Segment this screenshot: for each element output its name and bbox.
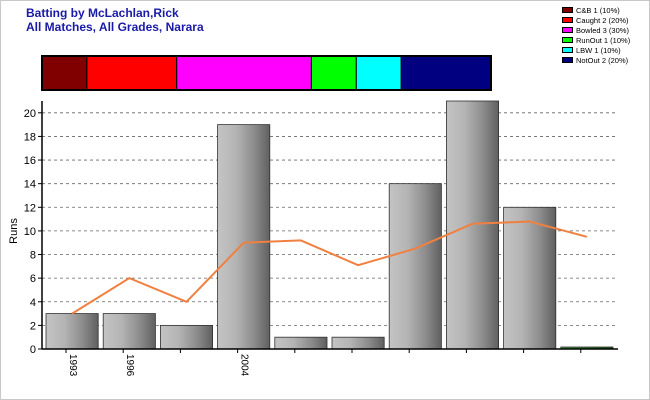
y-tick-label: 14 [24, 179, 36, 191]
legend-item-runout: RunOut 1 (10%) [562, 35, 630, 45]
legend-swatch-cb [562, 7, 573, 13]
y-tick-label: 18 [24, 131, 36, 143]
legend-label-caught: Caught 2 (20%) [576, 15, 629, 25]
axes [41, 101, 618, 350]
chart-subtitle: All Matches, All Grades, Narara [26, 20, 204, 34]
dismissal-strip [41, 55, 492, 91]
bar-5 [274, 336, 328, 350]
legend-label-runout: RunOut 1 (10%) [576, 35, 631, 45]
y-tick-label: 16 [24, 155, 36, 167]
legend-item-lbw: LBW 1 (10%) [562, 45, 630, 55]
legend-label-cb: C&B 1 (10%) [576, 5, 620, 15]
dismissal-segment-caught [86, 55, 178, 91]
bar-1 [45, 313, 99, 350]
bar-7 [388, 183, 442, 350]
legend-item-caught: Caught 2 (20%) [562, 15, 630, 25]
y-tick-label: 6 [30, 273, 36, 285]
legend-swatch-caught [562, 17, 573, 23]
legend-item-bowled: Bowled 3 (30%) [562, 25, 630, 35]
legend-label-notout: NotOut 2 (20%) [576, 55, 629, 65]
bar-3 [159, 324, 213, 350]
x-ticks: 1993 1996 2004 [65, 349, 582, 377]
bar-6 [331, 336, 385, 350]
dismissal-strip-border [41, 55, 492, 91]
bar-2 [102, 313, 156, 350]
legend-label-lbw: LBW 1 (10%) [576, 45, 621, 55]
y-tick-label: 0 [30, 344, 36, 356]
legend-item-notout: NotOut 2 (20%) [562, 55, 630, 65]
bar-4 [217, 124, 271, 350]
dismissal-segment-c-b [41, 55, 88, 91]
x-tick-label: 1996 [124, 354, 135, 377]
y-tick-label: 4 [30, 297, 36, 309]
x-tick-label: 1993 [67, 354, 78, 377]
legend-swatch-runout [562, 37, 573, 43]
x-tick-label: 2004 [239, 354, 250, 377]
dismissal-segment-lbw [355, 55, 402, 91]
bars [45, 100, 614, 350]
bar-9 [503, 206, 557, 350]
trend-line-group [71, 220, 588, 315]
y-axis-label: Runs [8, 218, 20, 244]
dismissal-segment-runout [310, 55, 357, 91]
chart-title: Batting by McLachlan,Rick [26, 6, 179, 20]
y-tick-label: 12 [24, 202, 36, 214]
legend-swatch-bowled [562, 27, 573, 33]
y-tick-label: 20 [24, 108, 36, 120]
legend-label-bowled: Bowled 3 (30%) [576, 25, 629, 35]
legend-swatch-notout [562, 57, 573, 63]
legend-item-cb: C&B 1 (10%) [562, 5, 630, 15]
dismissal-segment-bowled [176, 55, 312, 91]
trend-line [71, 220, 588, 315]
legend-swatch-lbw [562, 47, 573, 53]
y-tick-label: 8 [30, 250, 36, 262]
y-ticks: 0 2 4 6 8 10 12 14 16 18 20 [24, 108, 42, 356]
bar-8 [445, 100, 499, 350]
dismissal-segment-notout [400, 55, 492, 91]
y-tick-label: 2 [30, 320, 36, 332]
legend: C&B 1 (10%) Caught 2 (20%) Bowled 3 (30%… [562, 5, 630, 65]
y-tick-label: 10 [24, 226, 36, 238]
